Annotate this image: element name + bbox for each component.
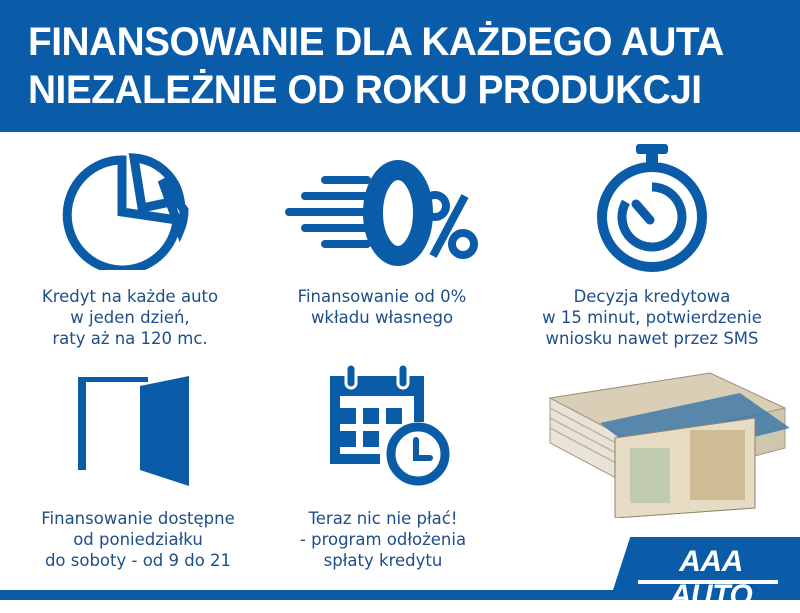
caption-line: w jeden dzień,	[70, 308, 190, 327]
caption-line: do soboty - od 9 do 21	[44, 551, 232, 570]
caption-line: Decyzja kredytowa	[573, 287, 731, 306]
aaa-auto-logo: AAA AUTO	[669, 545, 753, 612]
caption-line: spłaty kredytu	[323, 551, 443, 570]
logo-underline	[638, 580, 778, 584]
zero-percent-icon	[285, 160, 478, 266]
caption-line: w 15 minut, potwierdzenie	[542, 308, 762, 327]
caption-line: Teraz nic nie płać!	[308, 509, 458, 528]
feature-caption-hours: Finansowanie dostępne od poniedziałku do…	[8, 508, 268, 571]
feature-caption-zero-down: Finansowanie od 0% wkładu własnego	[252, 286, 512, 328]
footer-band	[0, 590, 800, 600]
caption-line: wniosku nawet przez SMS	[545, 329, 759, 348]
caption-line: raty aż na 120 mc.	[52, 329, 208, 348]
caption-line: wkładu własnego	[310, 308, 454, 327]
caption-line: Finansowanie dostępne	[41, 509, 235, 528]
calendar-clock-icon	[330, 362, 450, 486]
caption-line: Kredyt na każde auto	[41, 287, 219, 306]
feature-caption-deferral: Teraz nic nie płać! - program odłożenia …	[253, 508, 513, 571]
headline-line-2: NIEZALEŻNIE OD ROKU PRODUKCJI	[28, 68, 702, 112]
pie-chart-icon	[62, 153, 189, 270]
feature-caption-decision: Decyzja kredytowa w 15 minut, potwierdze…	[522, 286, 782, 349]
caption-line: - program odłożenia	[299, 530, 467, 549]
feature-caption-credit: Kredyt na każde auto w jeden dzień, raty…	[0, 286, 260, 349]
caption-line: od poniedziałku	[73, 530, 203, 549]
headline-line-1: FINANSOWANIE DLA KAŻDEGO AUTA	[28, 20, 724, 64]
banknotes-image	[548, 372, 790, 518]
open-door-icon	[78, 376, 189, 486]
header-banner: FINANSOWANIE DLA KAŻDEGO AUTA NIEZALEŻNI…	[0, 0, 800, 132]
caption-line: Finansowanie od 0%	[297, 287, 467, 306]
stopwatch-icon	[597, 144, 707, 272]
